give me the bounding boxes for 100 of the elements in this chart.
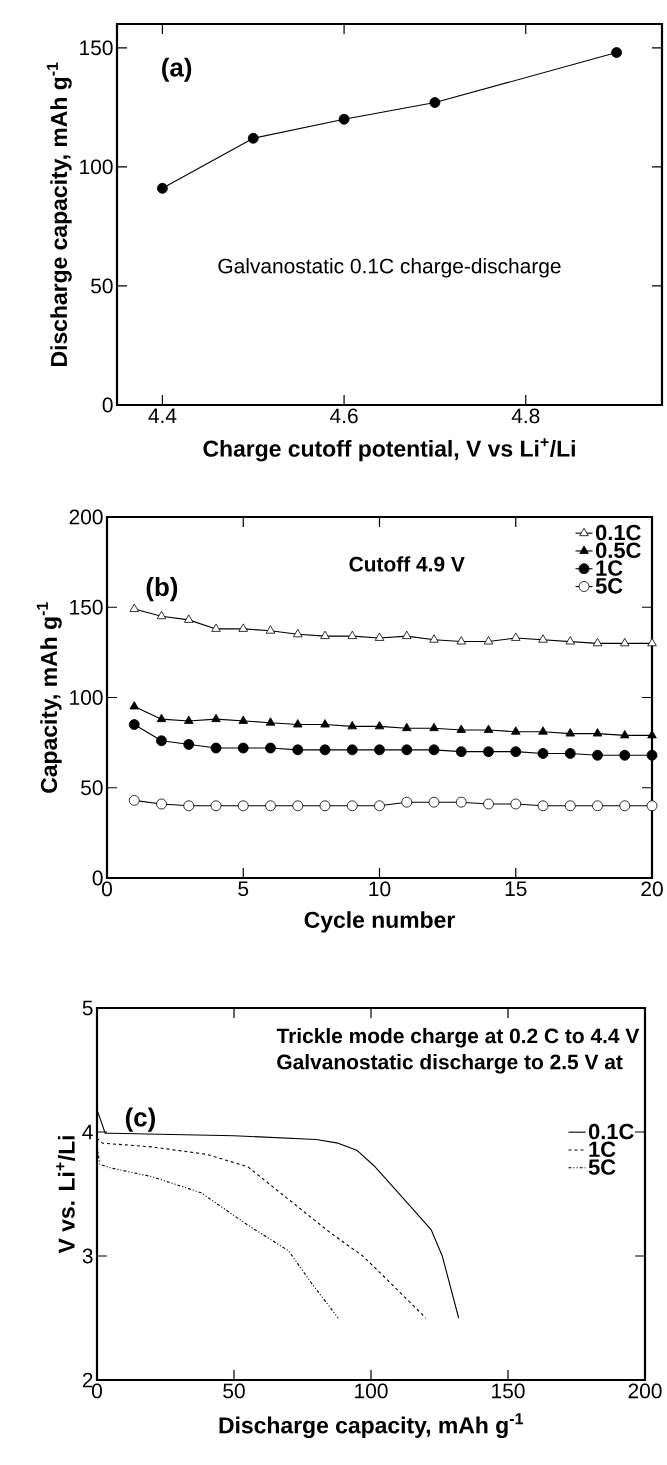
point — [483, 636, 494, 645]
y-tick-label: 0 — [92, 870, 103, 886]
point — [401, 744, 413, 756]
point — [237, 800, 249, 812]
point — [156, 610, 167, 620]
point — [320, 630, 330, 640]
point — [211, 713, 221, 723]
point — [511, 632, 521, 641]
x-tick-label: 150 — [492, 1383, 525, 1399]
point — [156, 735, 167, 747]
annotation: (b) — [146, 577, 178, 602]
point — [564, 800, 576, 812]
x-tick-label: 20 — [641, 881, 663, 897]
y-tick-label: 5 — [82, 1000, 93, 1016]
y-tick-label: 2 — [82, 1372, 93, 1388]
point — [128, 794, 140, 806]
point — [183, 739, 195, 750]
annotation: Galvanostatic 0.1C charge-discharge — [218, 258, 561, 278]
point — [319, 800, 331, 812]
point — [429, 97, 441, 108]
legend-label: 5C — [588, 1159, 616, 1175]
annotation: Galvanostatic discharge to 2.5 V at — [277, 1054, 623, 1074]
x-tick-label: 4.4 — [148, 408, 177, 423]
legend-label: 1C — [596, 560, 623, 576]
point — [592, 728, 603, 737]
point — [538, 726, 548, 735]
point — [293, 719, 303, 728]
point — [646, 800, 658, 812]
point — [346, 800, 358, 812]
y-tick-label: 150 — [70, 599, 103, 615]
point — [265, 742, 276, 754]
point — [537, 800, 549, 812]
point — [346, 744, 358, 756]
point — [619, 749, 631, 761]
point — [211, 623, 221, 632]
legend-label: 0.1C — [595, 524, 641, 541]
point — [647, 637, 657, 647]
point — [455, 746, 467, 758]
x-axis-title: Discharge capacity, mAh g$^{-1}$ — [219, 1413, 524, 1439]
point — [210, 742, 222, 754]
y-tick-label: 0 — [102, 397, 113, 413]
point — [157, 182, 168, 194]
point — [374, 800, 385, 812]
point — [292, 800, 304, 812]
point — [210, 800, 222, 812]
point — [455, 796, 467, 808]
point — [265, 717, 276, 726]
point — [156, 713, 167, 723]
x-tick-label: 50 — [223, 1383, 245, 1399]
point — [456, 636, 466, 645]
point — [319, 744, 331, 756]
point — [620, 637, 630, 647]
annotation: Trickle mode charge at 0.2 C to 4.4 V — [276, 1027, 640, 1048]
point — [619, 800, 631, 812]
point — [483, 746, 494, 758]
point — [129, 603, 139, 612]
y-tick-label: 50 — [81, 780, 103, 796]
y-tick-label: 200 — [69, 509, 103, 525]
point — [428, 744, 440, 756]
legend-label: 0.5C — [595, 542, 641, 559]
point — [374, 720, 385, 730]
point — [611, 47, 622, 58]
point — [238, 623, 248, 632]
point — [347, 720, 357, 730]
point — [592, 749, 603, 761]
point — [293, 628, 303, 638]
y-tick-label: 3 — [82, 1248, 93, 1264]
point — [183, 800, 195, 812]
point — [402, 630, 412, 640]
point — [538, 634, 548, 643]
point — [237, 742, 249, 754]
point — [483, 724, 494, 733]
y-tick-label: 100 — [80, 159, 113, 175]
x-tick-label: 4.6 — [330, 408, 358, 424]
point — [564, 748, 576, 759]
point — [429, 634, 439, 643]
legend-label: 5C — [595, 578, 623, 594]
annotation: (c) — [125, 1107, 155, 1132]
point — [184, 715, 194, 724]
y-tick-label: 150 — [80, 40, 113, 56]
x-tick-label: 5 — [238, 881, 249, 897]
point — [374, 632, 385, 641]
point — [338, 113, 350, 125]
y-axis-title: V vs. Li$^{+}$/Li — [56, 1136, 75, 1254]
x-tick-label: 200 — [628, 1383, 662, 1399]
point — [565, 728, 575, 737]
x-tick-label: 15 — [505, 881, 527, 897]
point — [292, 744, 304, 756]
point — [265, 800, 276, 812]
point — [592, 800, 603, 812]
point — [537, 748, 549, 759]
point — [429, 722, 439, 732]
legend-label: 0.1C — [588, 1123, 634, 1140]
point — [184, 614, 194, 623]
point — [247, 132, 259, 144]
point — [428, 796, 440, 808]
point — [456, 724, 466, 733]
point — [483, 798, 494, 810]
point — [511, 726, 521, 735]
point — [402, 722, 412, 732]
